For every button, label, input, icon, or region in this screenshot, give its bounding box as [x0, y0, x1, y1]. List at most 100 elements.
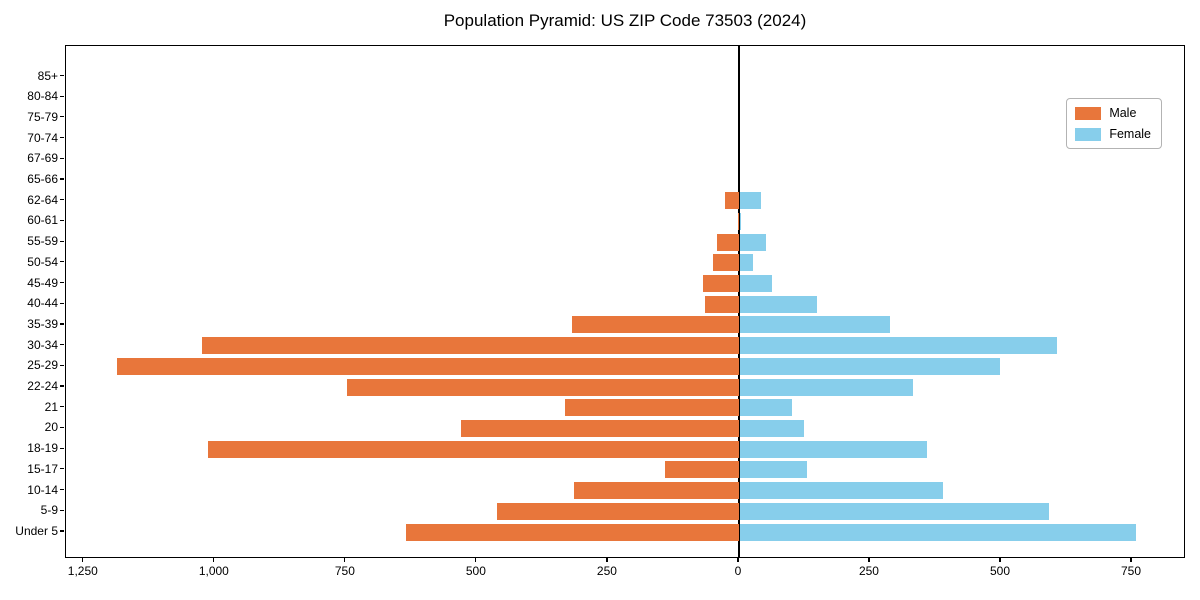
y-tick-mark: [60, 116, 64, 118]
bar-female-62-64: [739, 192, 762, 210]
x-tick-mark: [475, 558, 477, 562]
y-tick-label-15-17: 15-17: [27, 461, 58, 476]
legend-item-male: Male: [1075, 106, 1151, 120]
y-tick-mark: [60, 95, 64, 97]
x-tick-label-0: 0: [734, 564, 742, 578]
y-tick-mark: [60, 199, 64, 201]
y-tick-label-5-9: 5-9: [40, 503, 58, 518]
bar-male-45-49: [702, 275, 739, 293]
bar-male-15-17: [664, 461, 739, 479]
x-tick-label-250: 250: [858, 564, 879, 578]
bar-male-22-24: [346, 378, 739, 396]
y-tick-mark: [60, 385, 64, 387]
y-tick-mark: [60, 406, 64, 408]
x-tick-mark: [213, 558, 215, 562]
bar-female-25-29: [739, 357, 1001, 375]
y-tick-mark: [60, 426, 64, 429]
y-tick-mark: [60, 530, 64, 532]
legend: Male Female: [1066, 98, 1162, 149]
bar-male-21: [565, 399, 739, 417]
x-tick-label-500: 500: [989, 564, 1010, 578]
y-tick-mark: [60, 74, 64, 77]
bar-male-10-14: [574, 482, 739, 500]
legend-item-female: Female: [1075, 127, 1151, 141]
y-tick-label-35-39: 35-39: [27, 316, 58, 331]
y-tick-label-22-24: 22-24: [27, 379, 58, 394]
legend-female-label: Female: [1109, 127, 1151, 141]
bar-female-50-54: [739, 254, 754, 272]
x-tick-mark: [344, 558, 346, 562]
bar-male-25-29: [116, 357, 739, 375]
y-tick-mark: [60, 468, 64, 470]
x-tick-label-750: 750: [334, 564, 355, 578]
bar-female-10-14: [739, 482, 943, 500]
plot-area: Male Female: [65, 45, 1185, 558]
zero-axis-line: [738, 46, 740, 557]
y-tick-label-45-49: 45-49: [27, 275, 58, 290]
y-tick-label-18-19: 18-19: [27, 441, 58, 456]
x-tick-mark: [1130, 558, 1132, 562]
bar-male-Under 5: [406, 523, 739, 541]
y-tick-label-55-59: 55-59: [27, 234, 58, 249]
y-tick-label-85+: 85+: [37, 68, 58, 83]
bar-female-5-9: [739, 502, 1050, 520]
x-tick-label-1,000: 1,000: [198, 564, 229, 578]
y-tick-mark: [60, 178, 64, 180]
y-tick-mark: [60, 157, 64, 159]
y-tick-mark: [60, 323, 64, 325]
bar-male-30-34: [202, 337, 739, 355]
bar-male-20: [461, 419, 739, 437]
bar-female-30-34: [739, 337, 1058, 355]
y-tick-label-25-29: 25-29: [27, 358, 58, 373]
bar-female-60-61: [739, 212, 742, 230]
bar-female-15-17: [739, 461, 808, 479]
x-tick-mark: [82, 558, 84, 562]
bar-male-18-19: [207, 440, 739, 458]
bar-female-22-24: [739, 378, 913, 396]
y-tick-label-75-79: 75-79: [27, 109, 58, 124]
female-color-swatch: [1075, 127, 1102, 141]
x-tick-mark: [737, 558, 739, 562]
male-color-swatch: [1075, 106, 1102, 120]
y-tick-label-65-66: 65-66: [27, 172, 58, 187]
y-tick-mark: [60, 240, 64, 242]
x-tick-mark: [606, 558, 608, 562]
bar-female-Under 5: [739, 523, 1136, 541]
y-tick-label-80-84: 80-84: [27, 89, 58, 104]
y-tick-mark: [60, 509, 64, 511]
x-tick-label-250: 250: [596, 564, 617, 578]
bar-male-40-44: [705, 295, 739, 313]
bar-male-60-61: [737, 212, 739, 230]
y-tick-label-40-44: 40-44: [27, 296, 58, 311]
bar-male-50-54: [712, 254, 739, 272]
bar-male-55-59: [717, 233, 739, 251]
y-tick-label-50-54: 50-54: [27, 254, 58, 269]
chart-title: Population Pyramid: US ZIP Code 73503 (2…: [443, 11, 807, 30]
bar-male-62-64: [724, 192, 739, 210]
x-tick-mark: [868, 558, 870, 562]
bar-male-35-39: [572, 316, 739, 334]
bar-female-40-44: [739, 295, 817, 313]
x-tick-label-750: 750: [1121, 564, 1142, 578]
legend-male-label: Male: [1109, 106, 1137, 120]
y-tick-label-70-74: 70-74: [27, 130, 58, 145]
y-tick-label-21: 21: [44, 399, 58, 414]
y-tick-mark: [60, 219, 64, 222]
y-tick-label-67-69: 67-69: [27, 151, 58, 166]
y-tick-mark: [60, 137, 64, 139]
bar-female-20: [739, 419, 804, 437]
bar-female-18-19: [739, 440, 928, 458]
y-tick-label-10-14: 10-14: [27, 482, 58, 497]
x-tick-label-1,250: 1,250: [67, 564, 98, 578]
bar-female-21: [739, 399, 792, 417]
y-tick-label-20: 20: [44, 420, 58, 435]
bar-male-5-9: [496, 502, 739, 520]
y-tick-mark: [60, 488, 64, 491]
y-tick-mark: [60, 364, 64, 366]
y-tick-label-60-61: 60-61: [27, 213, 58, 228]
x-tick-mark: [999, 558, 1001, 562]
bar-female-35-39: [739, 316, 890, 334]
x-tick-label-500: 500: [465, 564, 486, 578]
y-tick-mark: [60, 302, 64, 304]
